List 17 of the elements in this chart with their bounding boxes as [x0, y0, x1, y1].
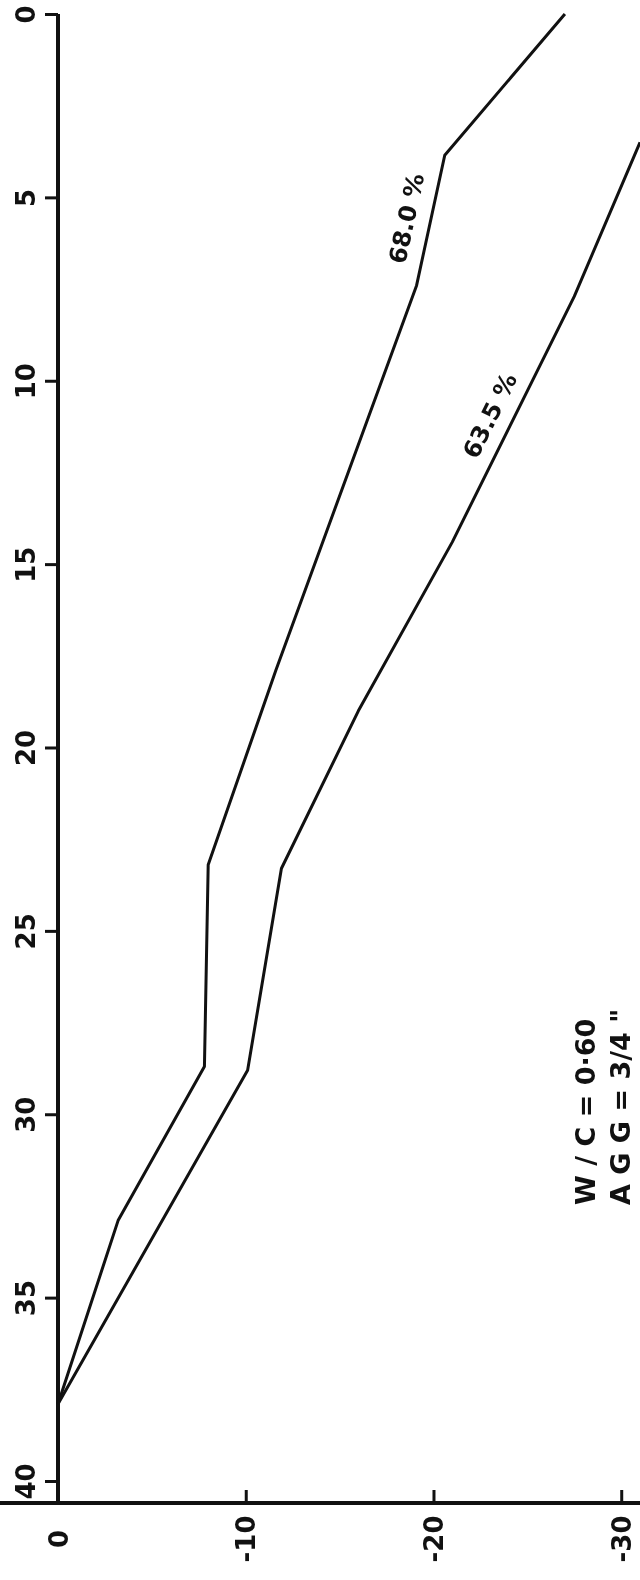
- y-tick-label: 25: [11, 913, 42, 950]
- x-tick-label: -10: [231, 1515, 262, 1563]
- annotation: A G G = 3/4 ": [605, 1008, 636, 1205]
- y-tick-label: 5: [11, 188, 42, 207]
- y-tick-label: 10: [11, 363, 42, 400]
- text: 63.5 %: [457, 368, 524, 463]
- x-tick-label: 0: [43, 1529, 74, 1549]
- text: 68.0 %: [383, 170, 431, 267]
- y-tick-label: 0: [11, 5, 42, 24]
- y-tick-label: 40: [11, 1463, 42, 1500]
- annotation: W / C = 0·60: [570, 1018, 601, 1205]
- y-tick-label: 15: [11, 546, 42, 583]
- y-tick-label: 20: [11, 729, 42, 767]
- y-tick-label: 35: [11, 1280, 42, 1317]
- x-tick-label: -20: [419, 1515, 450, 1563]
- x-tick-label: -30: [606, 1515, 637, 1563]
- y-tick-label: 30: [11, 1096, 42, 1133]
